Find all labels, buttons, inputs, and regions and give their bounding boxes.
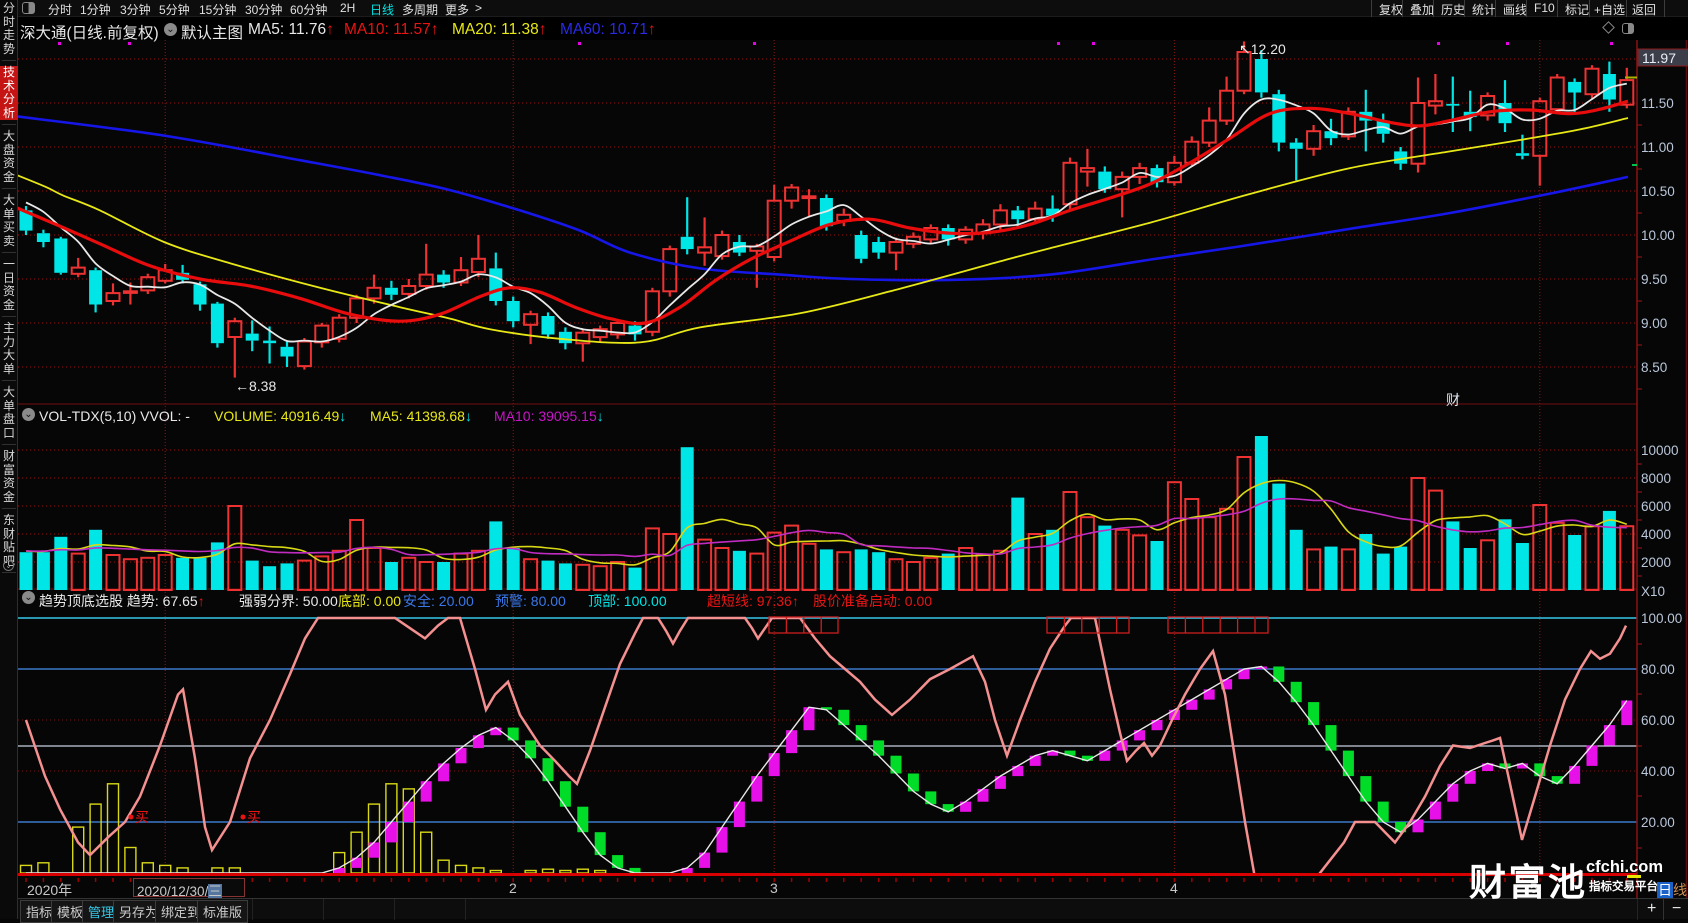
svg-text:买: 买 bbox=[247, 809, 261, 825]
svg-text:10000: 10000 bbox=[1641, 443, 1679, 458]
svg-text:9.00: 9.00 bbox=[1641, 316, 1667, 331]
svg-text:X10: X10 bbox=[1641, 584, 1665, 599]
svg-text:6000: 6000 bbox=[1641, 499, 1671, 514]
svg-text:财: 财 bbox=[1446, 392, 1460, 408]
svg-text:2000: 2000 bbox=[1641, 555, 1671, 570]
svg-text:11.00: 11.00 bbox=[1641, 140, 1674, 155]
svg-text:100.00: 100.00 bbox=[1641, 611, 1682, 626]
svg-text:80.00: 80.00 bbox=[1641, 662, 1675, 677]
svg-text:8.50: 8.50 bbox=[1641, 360, 1667, 375]
svg-text:←8.38: ←8.38 bbox=[235, 378, 276, 394]
svg-text:买: 买 bbox=[135, 809, 149, 825]
svg-text:8000: 8000 bbox=[1641, 471, 1671, 486]
svg-text:11.97: 11.97 bbox=[1642, 50, 1676, 66]
svg-text:60.00: 60.00 bbox=[1641, 713, 1675, 728]
svg-text:10.50: 10.50 bbox=[1641, 184, 1675, 199]
svg-text:10.00: 10.00 bbox=[1641, 228, 1675, 243]
svg-text:40.00: 40.00 bbox=[1641, 764, 1675, 779]
svg-text:11.50: 11.50 bbox=[1641, 96, 1674, 111]
svg-text:9.50: 9.50 bbox=[1641, 272, 1667, 287]
svg-text:↖12.20: ↖12.20 bbox=[1239, 41, 1286, 57]
svg-text:20.00: 20.00 bbox=[1641, 815, 1675, 830]
svg-text:4000: 4000 bbox=[1641, 527, 1671, 542]
